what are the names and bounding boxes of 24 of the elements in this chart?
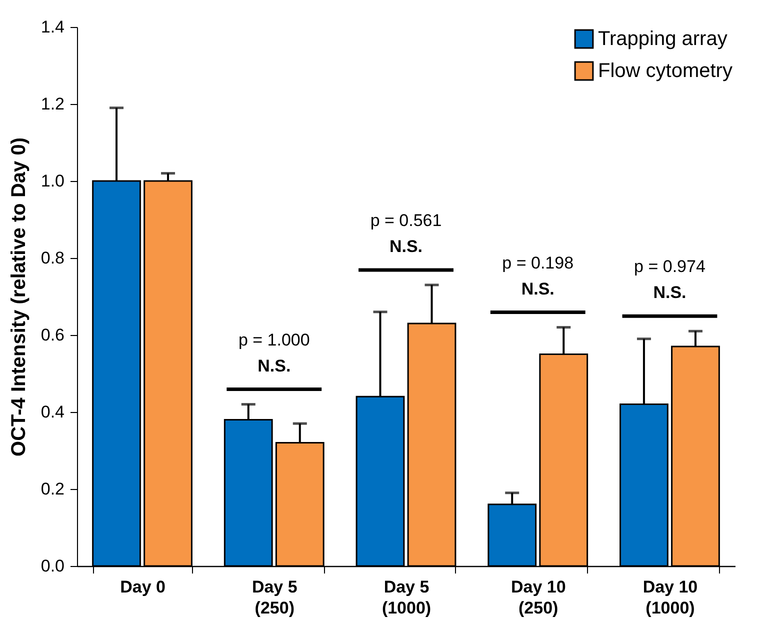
annotation: p = 0.198 bbox=[502, 253, 574, 272]
y-tick-label: 0.4 bbox=[40, 402, 64, 422]
y-tick-label: 1.0 bbox=[40, 172, 64, 190]
y-axis-title: OCT-4 Intensity (relative to Day 0) bbox=[8, 138, 30, 456]
y-tick-label: 0.2 bbox=[40, 480, 64, 498]
y-tick-label: 0.8 bbox=[40, 248, 64, 268]
legend-label: Flow cytometry bbox=[598, 60, 732, 82]
annotation: p = 1.000 bbox=[238, 330, 310, 350]
x-tick-label: Day 0 bbox=[120, 578, 166, 596]
legend-label: Trapping array bbox=[598, 28, 728, 50]
y-tick-label: 1.4 bbox=[40, 18, 64, 36]
x-tick-label: Day 10 (250) bbox=[510, 578, 566, 618]
x-tick-label: Day 10 (1000) bbox=[642, 578, 698, 618]
y-tick-label: 0.0 bbox=[40, 556, 64, 576]
annotation: N.S. bbox=[258, 356, 291, 376]
y-tick-label: 0.6 bbox=[40, 326, 64, 344]
annotation: N.S. bbox=[521, 279, 554, 298]
x-tick-label: Day 5 (250) bbox=[252, 578, 298, 618]
x-tick-label: Day 5 (1000) bbox=[382, 578, 432, 618]
y-tick-label: 1.2 bbox=[40, 94, 64, 114]
annotation: N.S. bbox=[653, 283, 686, 302]
annotation: p = 0.561 bbox=[370, 210, 442, 230]
annotation: p = 0.974 bbox=[634, 257, 706, 276]
annotation: N.S. bbox=[389, 236, 423, 256]
